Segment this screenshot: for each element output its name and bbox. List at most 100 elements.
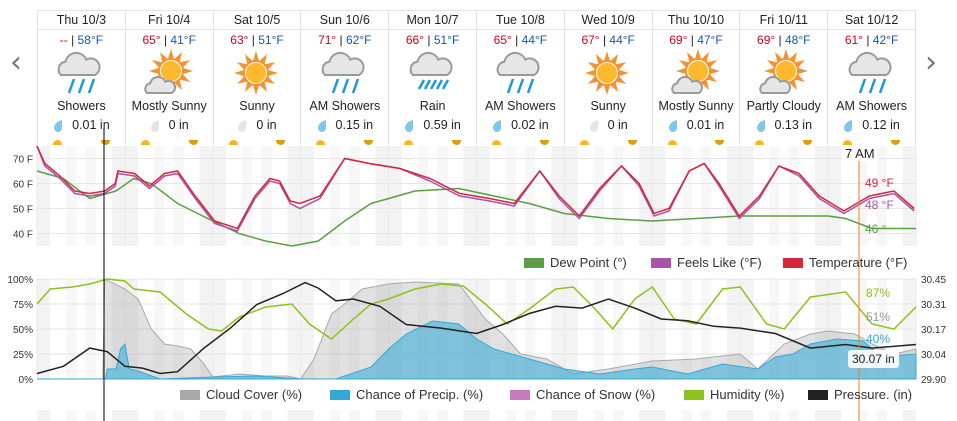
raindrop-icon bbox=[589, 119, 598, 132]
day-temps: -- | 58°F bbox=[59, 33, 104, 47]
day-column[interactable]: Mon 10/7 66° | 51°F Rain 0.59 in bbox=[388, 11, 476, 145]
raindrop-icon bbox=[405, 119, 414, 132]
legend-pressure[interactable]: Pressure. (in) bbox=[808, 387, 912, 402]
low-temp: 44°F bbox=[521, 33, 548, 47]
legend-cloud-cover[interactable]: Cloud Cover (%) bbox=[180, 387, 302, 402]
y2-tick-label: 30.31 bbox=[921, 300, 946, 311]
hover-time-label: 7 AM bbox=[842, 146, 878, 161]
y-tick-label: 50 F bbox=[13, 205, 33, 216]
mostly-sunny-weather-icon bbox=[653, 47, 740, 99]
day-name: Mon 10/7 bbox=[389, 11, 476, 30]
rain-weather-icon bbox=[828, 47, 915, 99]
night-band bbox=[349, 410, 360, 421]
high-temp: 61° bbox=[844, 33, 863, 47]
legend-label: Cloud Cover (%) bbox=[206, 387, 303, 402]
night-band bbox=[261, 410, 272, 421]
night-band bbox=[241, 146, 253, 246]
night-band bbox=[700, 146, 712, 246]
day-column[interactable]: Wed 10/9 67° | 44°F Sunny 0 in bbox=[563, 11, 652, 145]
mask bbox=[0, 279, 37, 421]
day-column[interactable]: Sat 10/12 61° | 42°F AM Showers 0.12 in bbox=[827, 11, 916, 145]
day-column[interactable]: Fri 10/4 65° | 41°F Mostly Sunny 0 in bbox=[124, 11, 213, 145]
night-band bbox=[639, 410, 666, 421]
night-band bbox=[199, 410, 226, 421]
low-temp: 41°F bbox=[170, 33, 196, 47]
legend-swatch bbox=[180, 389, 200, 400]
sunrise-icon bbox=[228, 140, 238, 145]
legend-swatch bbox=[510, 389, 530, 400]
night-band bbox=[436, 146, 448, 246]
y2-tick-label: 30.04 bbox=[921, 350, 946, 361]
prev-arrow-button[interactable]: ‹ bbox=[10, 45, 22, 80]
night-band bbox=[261, 146, 272, 246]
night-band bbox=[505, 146, 517, 246]
night-band bbox=[681, 410, 692, 421]
day-temps: 61° | 42°F bbox=[844, 33, 899, 47]
legend-label: Pressure. (in) bbox=[834, 387, 913, 402]
sunset-icon bbox=[364, 140, 374, 145]
condition-text: Rain bbox=[419, 99, 446, 113]
day-name: Sun 10/6 bbox=[301, 11, 389, 30]
night-band bbox=[375, 410, 402, 421]
legend-swatch bbox=[651, 257, 671, 268]
legend-swatch bbox=[783, 257, 803, 268]
mask bbox=[0, 146, 37, 246]
raindrop-icon bbox=[54, 119, 63, 132]
legend-chance-snow[interactable]: Chance of Snow (%) bbox=[510, 387, 655, 402]
precip-value: 0.12 in bbox=[862, 118, 900, 132]
y2-tick-label: 29.90 bbox=[921, 375, 946, 386]
day-temps: 65° | 41°F bbox=[142, 33, 196, 47]
raindrop-icon bbox=[238, 119, 247, 132]
night-band bbox=[769, 146, 780, 246]
legend-dew-point[interactable]: Dew Point (°) bbox=[524, 255, 627, 270]
sunset-icon bbox=[715, 140, 725, 145]
high-temp: 63° bbox=[230, 33, 249, 47]
mostly-sunny-weather-icon bbox=[126, 47, 213, 99]
condition-text: Mostly Sunny bbox=[131, 99, 207, 113]
precip-amount: 0.12 in bbox=[828, 118, 915, 132]
precip-amount: 0.02 in bbox=[477, 118, 564, 132]
day-temps: 65° | 44°F bbox=[493, 33, 548, 47]
night-band bbox=[241, 410, 253, 421]
precip-value: 0 in bbox=[256, 118, 277, 132]
night-band bbox=[436, 410, 448, 421]
precip-value: 0.59 in bbox=[423, 118, 461, 132]
heavy-rain-weather-icon bbox=[389, 47, 476, 99]
y-tick-label: 60 F bbox=[13, 180, 33, 191]
day-name: Thu 10/3 bbox=[38, 11, 125, 30]
high-temp: 66° bbox=[405, 33, 425, 47]
day-column[interactable]: Thu 10/3 -- | 58°F Showers 0.01 in bbox=[37, 11, 125, 145]
day-column[interactable]: Sun 10/6 71° | 62°F AM Showers 0.15 in bbox=[300, 11, 389, 145]
condition-text: AM Showers bbox=[484, 99, 556, 113]
legend-humidity[interactable]: Humidity (%) bbox=[684, 387, 784, 402]
high-temp: 71° bbox=[318, 33, 337, 47]
legend-chance-precip[interactable]: Chance of Precip. (%) bbox=[330, 387, 483, 402]
legend-feels-like[interactable]: Feels Like (°F) bbox=[651, 255, 762, 270]
y-tick-label: 70 F bbox=[13, 155, 33, 166]
legend-label: Chance of Snow (%) bbox=[536, 387, 656, 402]
next-arrow-button[interactable]: › bbox=[925, 45, 937, 80]
raindrop-icon bbox=[668, 119, 677, 132]
high-temp: 69° bbox=[669, 33, 688, 47]
night-band bbox=[876, 410, 887, 421]
mostly-sunny-weather-icon bbox=[740, 47, 827, 99]
day-column[interactable]: Thu 10/10 69° | 47°F Mostly Sunny 0.01 i… bbox=[651, 11, 740, 145]
night-band bbox=[153, 410, 165, 421]
day-column[interactable]: Fri 10/11 69° | 48°F Partly Cloudy 0.13 … bbox=[739, 11, 828, 145]
day-temps: 69° | 47°F bbox=[669, 33, 723, 47]
night-band bbox=[524, 146, 536, 246]
day-column[interactable]: Sat 10/5 63° | 51°F Sunny 0 in bbox=[212, 11, 301, 145]
day-name: Fri 10/11 bbox=[740, 11, 828, 30]
legend-swatch bbox=[808, 389, 828, 400]
day-name: Wed 10/9 bbox=[564, 11, 652, 30]
day-name: Sat 10/5 bbox=[213, 11, 301, 30]
day-temps: 66° | 51°F bbox=[405, 33, 460, 47]
night-band bbox=[505, 410, 517, 421]
y-tick-label: 75% bbox=[13, 300, 33, 311]
sunny-weather-icon bbox=[214, 47, 301, 99]
precip-value: 0.02 in bbox=[511, 118, 549, 132]
day-column[interactable]: Tue 10/8 65° | 44°F AM Showers 0.02 in bbox=[475, 11, 564, 145]
sunrise-icon bbox=[579, 140, 589, 145]
legend-temperature[interactable]: Temperature (°F) bbox=[783, 255, 907, 270]
